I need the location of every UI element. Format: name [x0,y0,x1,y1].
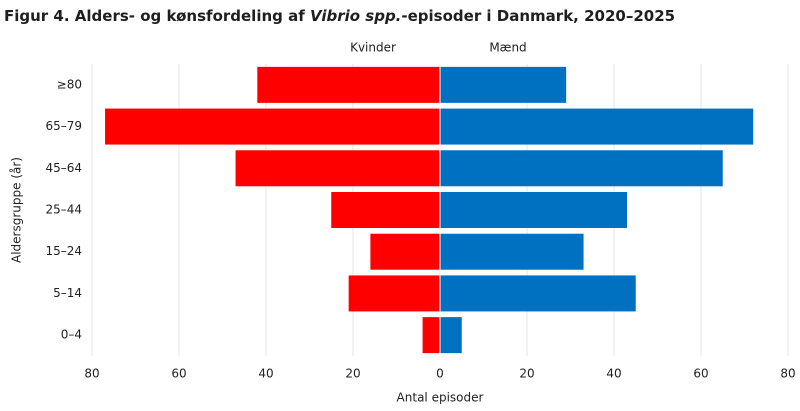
y-tick-label: 5–14 [53,286,82,300]
x-tick-label: 80 [84,367,99,381]
chart-title: Figur 4. Alders- og kønsfordeling af Vib… [4,7,675,25]
bar [440,150,723,187]
bar [440,192,628,228]
bar [348,275,440,312]
y-tick-label: 15–24 [45,244,82,258]
title-part: -episoder i Danmark, 2020–2025 [401,7,675,25]
bar [370,233,440,270]
bar [422,317,440,354]
y-tick-label: 65–79 [45,119,82,133]
y-tick-label: 0–4 [61,328,82,342]
x-tick-label: 0 [436,367,444,381]
bar [331,192,440,228]
x-tick-label: 40 [606,367,621,381]
x-tick-label: 60 [171,367,186,381]
x-axis-label: Antal episoder [397,391,484,405]
x-tick-label: 20 [345,367,360,381]
x-tick-label: 80 [780,367,795,381]
bar [440,317,462,354]
bar [105,108,441,145]
y-tick-label: 45–64 [45,161,82,175]
series-label: Kvinder [350,41,396,55]
bar [440,233,584,270]
series-label: Mænd [489,41,526,55]
bar [440,275,636,312]
bar [257,66,440,103]
title-part: Vibrio spp. [310,7,401,25]
x-tick-label: 60 [693,367,708,381]
y-tick-label: ≥80 [57,77,82,91]
title-part: Figur 4. Alders- og kønsfordeling af [4,7,310,25]
x-tick-label: 40 [258,367,273,381]
bar [440,108,754,145]
y-tick-label: 25–44 [45,203,82,217]
bar [440,66,567,103]
x-tick-label: 20 [519,367,534,381]
bar [235,150,440,187]
y-axis-label: Aldersgruppe (år) [10,157,24,263]
